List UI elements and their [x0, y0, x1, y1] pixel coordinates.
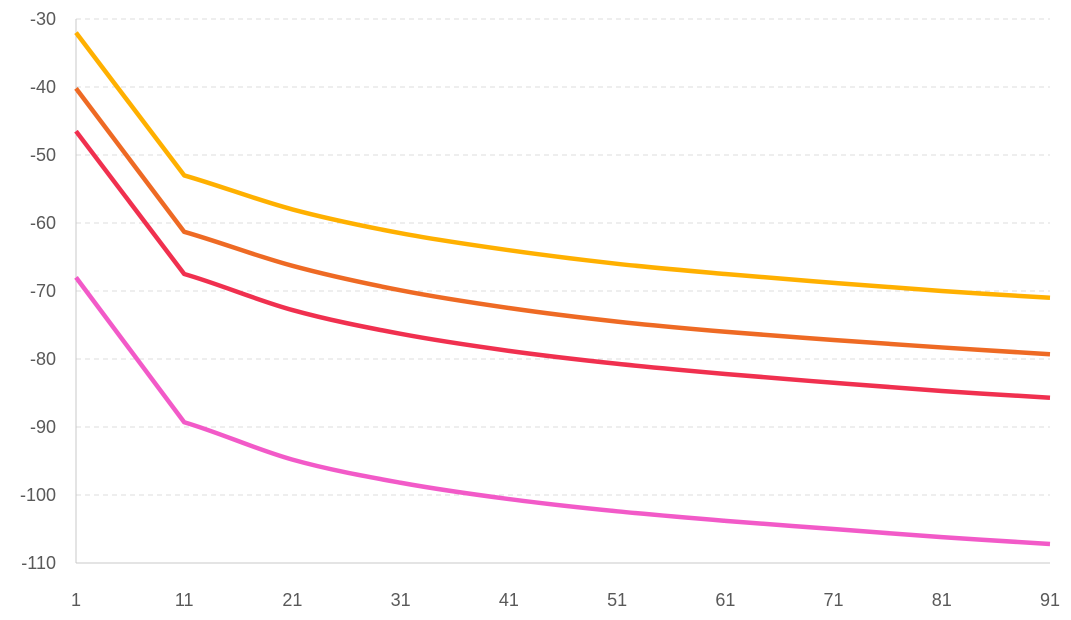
x-tick-label: 1 [71, 590, 81, 610]
y-tick-label: -80 [30, 349, 56, 369]
x-tick-label: 41 [499, 590, 519, 610]
y-tick-label: -30 [30, 9, 56, 29]
y-tick-label: -90 [30, 417, 56, 437]
x-tick-label: 11 [175, 590, 194, 610]
series-line-1 [74, 31, 1051, 301]
x-tick-label: 51 [607, 590, 627, 610]
x-axis-tick-labels: 1 11 21 31 41 51 61 71 81 91 [71, 590, 1060, 610]
axes [75, 19, 1050, 564]
x-tick-label: 61 [715, 590, 735, 610]
series-lines [74, 31, 1051, 547]
y-tick-label: -60 [30, 213, 56, 233]
series-line-2 [74, 87, 1051, 357]
y-axis-tick-labels: -30 -40 -50 -60 -70 -80 -90 -100 -110 [20, 9, 56, 573]
y-tick-label: -40 [30, 77, 56, 97]
y-tick-label: -70 [30, 281, 56, 301]
x-tick-label: 31 [391, 590, 411, 610]
y-tick-label: -50 [30, 145, 56, 165]
series-line-3 [74, 129, 1051, 401]
x-tick-label: 81 [932, 590, 952, 610]
x-tick-label: 91 [1040, 590, 1060, 610]
x-tick-label: 21 [282, 590, 302, 610]
y-tick-label: -100 [20, 485, 56, 505]
series-line-4 [74, 276, 1051, 547]
y-tick-label: -110 [21, 553, 56, 573]
x-tick-label: 71 [824, 590, 844, 610]
